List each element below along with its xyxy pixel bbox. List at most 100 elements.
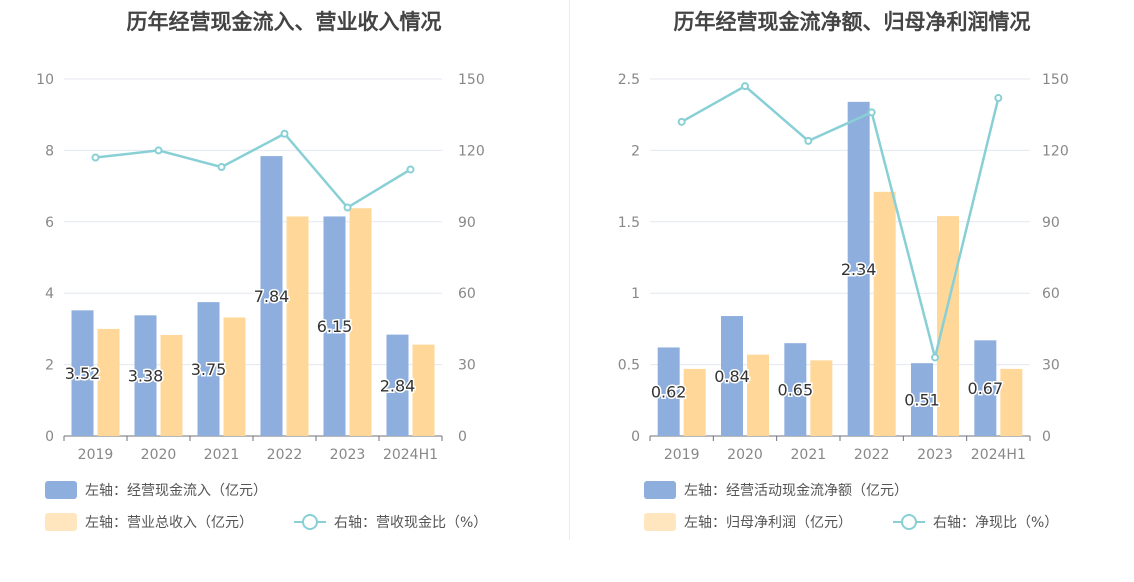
ratio-line [95, 132, 412, 210]
bar-secondary [286, 216, 309, 436]
bar-data-label: 7.84 [254, 287, 290, 306]
bar-primary [847, 101, 870, 437]
legend-item-cash-ratio[interactable]: 右轴：营收现金比（%） [294, 511, 487, 533]
legend-swatch-icon [644, 481, 676, 499]
left-axis-tick-label: 2 [45, 358, 54, 374]
right-axis-tick-label: 120 [1042, 143, 1069, 159]
left-axis-tick-label: 0 [631, 429, 640, 445]
legend-label: 左轴：营业总收入（亿元） [85, 515, 253, 531]
right-axis-tick-label: 120 [458, 143, 485, 159]
bar-data-label: 0.67 [968, 379, 1004, 398]
bar-secondary [223, 317, 246, 436]
left-axis-tick-label: 6 [45, 215, 54, 231]
legend-swatch-icon [644, 513, 676, 531]
ratio-point [931, 353, 939, 362]
right-axis-tick-label: 90 [458, 215, 476, 231]
left-axis-tick-label: 1 [631, 286, 640, 302]
bar-data-label: 3.38 [128, 367, 164, 386]
bar-data-label: 0.51 [904, 391, 940, 410]
right-axis-tick-label: 0 [458, 429, 467, 445]
bar-primary [721, 316, 743, 436]
ratio-point [91, 153, 100, 162]
x-axis-category-label: 2020 [727, 447, 763, 463]
left-axis-tick-label: 2 [631, 143, 640, 159]
chart-panel-left: 历年经营现金流入、营业收入情况 0 2 4 6 8 10 0 30 60 90 120 150 2019… [36, 10, 487, 533]
ratio-line [681, 84, 1000, 358]
ratio-point [343, 203, 352, 212]
bar-secondary [747, 354, 769, 436]
bar-data-label: 0.62 [651, 383, 687, 402]
left-axis-tick-label: 0.5 [618, 358, 640, 374]
bar-data-label: 0.65 [778, 381, 814, 400]
right-axis-tick-label: 90 [1042, 215, 1060, 231]
left-axis-tick-label: 2.5 [618, 72, 640, 88]
legend-swatch-icon [45, 513, 77, 531]
bar-primary [323, 216, 346, 436]
legend-swatch-icon [45, 481, 77, 499]
bar-secondary [160, 334, 183, 436]
legend-label: 右轴：营收现金比（%） [334, 515, 488, 531]
legend-label: 左轴：经营现金流入（亿元） [85, 483, 267, 499]
bar-primary [386, 334, 409, 436]
chart-title: 历年经营现金流入、营业收入情况 [126, 10, 442, 34]
legend-item-net-cash-flow[interactable]: 左轴：经营活动现金流净额（亿元） [644, 479, 908, 501]
left-axis-tick-label: 8 [45, 143, 54, 159]
legend-item-cash-inflow[interactable]: 左轴：经营现金流入（亿元） [45, 479, 267, 501]
bar-data-label: 3.52 [65, 364, 101, 383]
bar-data-label: 3.75 [191, 360, 227, 379]
left-axis-tick-label: 1.5 [618, 215, 640, 231]
ratio-point [217, 163, 226, 172]
legend-label: 左轴：经营活动现金流净额（亿元） [684, 483, 908, 499]
chart-panel-right: 历年经营现金流净额、归母净利润情况 0 0.5 1 1.5 2 2.5 0 30 60 90 120… [570, 0, 1134, 582]
bar-data-label: 0.84 [714, 367, 750, 386]
bar-data-label: 2.34 [841, 260, 877, 279]
bar-secondary [873, 191, 896, 436]
x-axis-category-label: 2022 [854, 447, 890, 463]
bar-secondary [683, 368, 706, 436]
bar-secondary [937, 216, 959, 436]
legend-item-net-cash-ratio[interactable]: 右轴：净现比（%） [893, 511, 1058, 533]
right-axis-tick-label: 60 [458, 286, 476, 302]
bar-secondary [412, 344, 435, 436]
legend-label: 右轴：净现比（%） [933, 515, 1059, 531]
ratio-point [154, 146, 163, 155]
x-axis-category-label: 2019 [78, 447, 114, 463]
bar-secondary [1000, 368, 1023, 436]
bar-secondary [97, 328, 120, 436]
ratio-point [677, 117, 686, 126]
x-axis-category-label: 2021 [204, 447, 240, 463]
bar-primary [197, 302, 220, 436]
chart-svg-left: 0 2 4 6 8 10 0 30 60 90 120 150 2019 2020 2021 2022 2023… [36, 72, 485, 463]
bar-primary [134, 315, 157, 436]
ratio-point [741, 82, 749, 91]
x-axis-category-label: 2022 [267, 447, 303, 463]
ratio-point [804, 136, 813, 145]
legend-label: 左轴：归母净利润（亿元） [684, 515, 852, 531]
bar-data-label: 6.15 [317, 317, 353, 336]
legend-line-icon [893, 513, 925, 531]
x-axis-category-label: 2019 [664, 447, 700, 463]
ratio-point [994, 94, 1003, 103]
right-axis-tick-label: 30 [1042, 358, 1060, 374]
chart-title: 历年经营现金流净额、归母净利润情况 [673, 10, 1031, 34]
left-axis-tick-label: 10 [36, 72, 54, 88]
bar-data-label: 2.84 [380, 376, 416, 395]
ratio-point [406, 165, 415, 174]
panel-divider [569, 0, 570, 540]
bar-secondary [810, 360, 833, 436]
bar-primary [784, 343, 807, 436]
right-axis-tick-label: 150 [1042, 72, 1069, 88]
x-axis-category-label: 2023 [917, 447, 953, 463]
bar-secondary [349, 208, 372, 436]
left-axis-tick-label: 4 [45, 286, 54, 302]
legend-item-revenue[interactable]: 左轴：营业总收入（亿元） [45, 511, 253, 533]
x-axis-category-label: 2024H1 [383, 447, 438, 463]
bar-primary [974, 340, 997, 436]
legend-item-net-profit[interactable]: 左轴：归母净利润（亿元） [644, 511, 852, 533]
right-axis-tick-label: 60 [1042, 286, 1060, 302]
left-axis-tick-label: 0 [45, 429, 54, 445]
x-axis-category-label: 2023 [330, 447, 366, 463]
x-axis-category-label: 2024H1 [971, 447, 1026, 463]
legend-line-icon [294, 513, 326, 531]
